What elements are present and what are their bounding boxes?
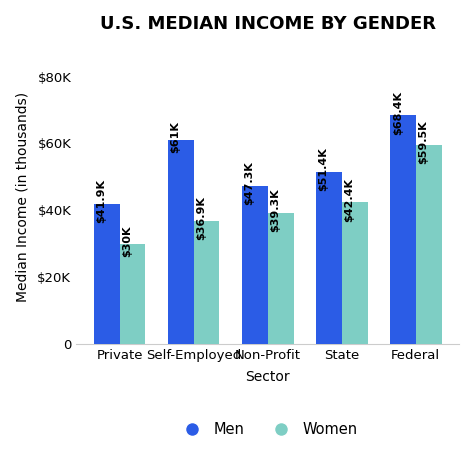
Text: $59.5K: $59.5K [419,121,428,164]
Text: $47.3K: $47.3K [245,161,255,205]
Bar [93,204,119,344]
Bar [268,212,293,344]
Title: U.S. MEDIAN INCOME BY GENDER: U.S. MEDIAN INCOME BY GENDER [100,15,436,33]
Text: $39.3K: $39.3K [271,188,281,232]
Text: $41.9K: $41.9K [97,179,107,223]
Bar [119,244,146,344]
Text: $42.4K: $42.4K [345,177,355,221]
Text: $51.4K: $51.4K [319,148,328,192]
Bar [168,140,193,344]
Bar [193,220,219,344]
Bar [316,172,342,344]
Bar [416,145,442,344]
Text: $36.9K: $36.9K [197,196,207,240]
Bar [390,115,416,344]
X-axis label: Sector: Sector [245,370,290,384]
Text: $30K: $30K [122,225,132,257]
Legend: Men, Women: Men, Women [172,416,364,443]
Text: $61K: $61K [171,122,181,153]
Bar [242,186,268,344]
Y-axis label: Median Income (in thousands): Median Income (in thousands) [15,92,29,302]
Bar [342,202,367,344]
Text: $68.4K: $68.4K [393,91,403,135]
